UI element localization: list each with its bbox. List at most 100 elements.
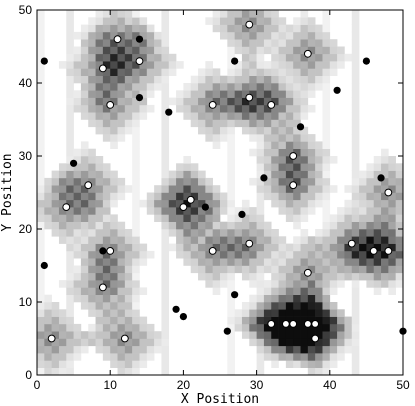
heatmap-cell	[102, 272, 111, 281]
heatmap-cell	[234, 83, 243, 91]
heatmap-cell	[249, 68, 257, 76]
heatmap-cell	[263, 309, 272, 317]
open-point	[267, 320, 276, 328]
heatmap-cell	[249, 214, 257, 222]
heatmap-cell	[322, 170, 331, 179]
heatmap-cell	[227, 170, 235, 179]
heatmap-cell	[344, 272, 353, 281]
heatmap-cell	[132, 243, 140, 252]
heatmap-cell	[139, 258, 148, 266]
heatmap-cell	[88, 331, 96, 339]
heatmap-cell	[102, 53, 111, 62]
heatmap-cell	[212, 104, 221, 113]
heatmap-cell	[139, 112, 148, 120]
heatmap-cell	[95, 229, 104, 237]
heatmap-cell	[66, 338, 74, 347]
heatmap-cell	[300, 309, 309, 317]
heatmap-cell	[263, 97, 272, 106]
heatmap-cell	[234, 316, 243, 325]
heatmap-cell	[220, 229, 228, 237]
heatmap-cell	[278, 316, 287, 325]
heatmap-cell	[322, 338, 331, 347]
heatmap-cell	[278, 192, 287, 201]
heatmap-cell	[95, 83, 104, 91]
heatmap-cell	[307, 163, 316, 171]
heatmap-cell	[66, 265, 74, 274]
heatmap-cell	[241, 323, 250, 332]
heatmap-cell	[58, 221, 67, 230]
heatmap-cell	[278, 163, 287, 171]
heatmap-cell	[80, 199, 89, 208]
heatmap-cell	[95, 90, 104, 98]
heatmap-cell	[307, 156, 316, 164]
heatmap-cell	[183, 214, 192, 222]
heatmap-cell	[322, 68, 331, 76]
heatmap-cell	[241, 90, 250, 98]
heatmap-cell	[249, 24, 257, 33]
heatmap-cell	[110, 243, 118, 252]
heatmap-cell	[110, 323, 118, 332]
heatmap-cell	[110, 199, 118, 208]
heatmap-cell	[315, 272, 323, 281]
heatmap-cell	[322, 148, 331, 157]
heatmap-cell	[88, 17, 96, 25]
heatmap-cell	[80, 39, 89, 47]
heatmap-cell	[351, 148, 360, 157]
y-tick-label: 40	[19, 76, 33, 90]
heatmap-cell	[110, 141, 118, 149]
heatmap-cell	[95, 338, 104, 347]
heatmap-cell	[37, 243, 45, 252]
heatmap-cell	[190, 265, 199, 274]
heatmap-cell	[381, 214, 389, 222]
heatmap-cell	[95, 192, 104, 201]
heatmap-cell	[95, 119, 104, 128]
heatmap-cell	[176, 199, 184, 208]
heatmap-cell	[95, 302, 104, 310]
heatmap-cell	[161, 75, 170, 84]
heatmap-cell	[381, 265, 389, 274]
heatmap-cell	[329, 243, 338, 252]
heatmap-cell	[95, 316, 104, 325]
heatmap-cell	[37, 207, 45, 215]
filled-points-series	[40, 35, 407, 335]
filled-point	[399, 327, 407, 335]
heatmap-cell	[37, 221, 45, 230]
heatmap-cell	[124, 119, 133, 128]
heatmap-cell	[249, 134, 257, 142]
heatmap-cell	[263, 75, 272, 84]
heatmap-cell	[234, 207, 243, 215]
heatmap-cell	[337, 207, 345, 215]
heatmap-cell	[278, 207, 287, 215]
heatmap-cell	[198, 250, 206, 259]
heatmap-cell	[271, 353, 279, 361]
heatmap-cell	[278, 353, 287, 361]
heatmap-cell	[263, 141, 272, 149]
heatmap-cell	[227, 302, 235, 310]
heatmap-cell	[212, 258, 221, 266]
heatmap-cell	[300, 39, 309, 47]
heatmap-cell	[198, 104, 206, 113]
heatmap-cell	[351, 46, 360, 55]
heatmap-cell	[322, 243, 331, 252]
heatmap-cell	[37, 53, 45, 62]
heatmap-cell	[241, 31, 250, 40]
heatmap-cell	[249, 294, 257, 303]
heatmap-cell	[132, 280, 140, 288]
heatmap-cell	[161, 24, 170, 33]
heatmap-cell	[176, 170, 184, 179]
heatmap-cell	[249, 302, 257, 310]
heatmap-cell	[110, 316, 118, 325]
heatmap-cell	[205, 229, 213, 237]
heatmap-cell	[315, 323, 323, 332]
heatmap-cell	[234, 229, 243, 237]
heatmap-cell	[117, 134, 126, 142]
heatmap-cell	[161, 287, 170, 295]
heatmap-cell	[58, 192, 67, 201]
heatmap-cell	[307, 104, 316, 113]
heatmap-cell	[256, 214, 265, 222]
heatmap-cell	[88, 323, 96, 332]
heatmap-cell	[132, 90, 140, 98]
heatmap-cell	[205, 104, 213, 113]
heatmap-cell	[241, 97, 250, 106]
